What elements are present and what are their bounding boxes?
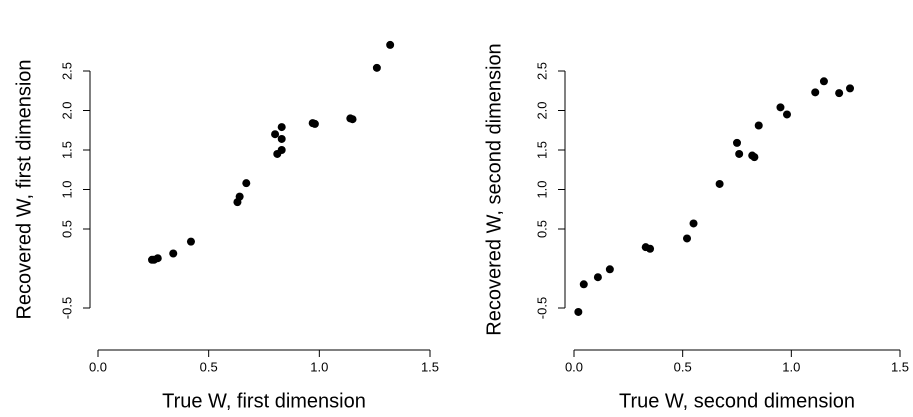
y-tick-label: 2.0 bbox=[534, 101, 549, 119]
point bbox=[579, 280, 588, 289]
y-tick-label: 1.5 bbox=[59, 141, 74, 159]
x-tick-label: 1.5 bbox=[421, 359, 439, 374]
point bbox=[782, 110, 791, 119]
point bbox=[750, 153, 759, 162]
x-tick-label: 1.5 bbox=[891, 359, 909, 374]
point bbox=[593, 273, 602, 282]
y-axis-label: Recovered W, second dimension bbox=[483, 43, 505, 335]
point bbox=[235, 192, 244, 201]
x-tick-label: 0.0 bbox=[565, 359, 583, 374]
x-tick-label: 1.0 bbox=[310, 359, 328, 374]
point bbox=[683, 234, 692, 243]
point bbox=[715, 179, 724, 188]
point bbox=[776, 103, 785, 112]
point bbox=[835, 89, 844, 98]
point bbox=[735, 149, 744, 158]
y-axis-label: Recovered W, first dimension bbox=[13, 59, 35, 319]
y-tick-label: 0.5 bbox=[59, 220, 74, 238]
y-tick-label: 1.0 bbox=[59, 180, 74, 198]
point bbox=[277, 134, 286, 143]
y-tick-label: 1.0 bbox=[534, 180, 549, 198]
point bbox=[733, 138, 741, 147]
y-tick-label: 1.5 bbox=[534, 141, 549, 159]
point bbox=[169, 249, 178, 258]
y-tick-label: 0.5 bbox=[534, 220, 549, 238]
point bbox=[186, 237, 195, 246]
point bbox=[574, 307, 583, 316]
point bbox=[846, 84, 855, 93]
point bbox=[689, 219, 698, 228]
point bbox=[277, 123, 286, 132]
x-tick-label: 0.5 bbox=[200, 359, 218, 374]
x-axis-label: True W, second dimension bbox=[619, 390, 855, 412]
point bbox=[754, 121, 763, 130]
x-axis-label: True W, first dimension bbox=[162, 390, 366, 412]
y-tick-label: 2.5 bbox=[534, 62, 549, 80]
point bbox=[819, 77, 828, 86]
point bbox=[811, 88, 820, 97]
point bbox=[605, 265, 614, 274]
point bbox=[386, 40, 395, 49]
point bbox=[310, 119, 319, 128]
y-tick-label: 2.5 bbox=[59, 62, 74, 80]
x-tick-label: 0.0 bbox=[89, 359, 107, 374]
point bbox=[271, 130, 280, 139]
point bbox=[277, 146, 286, 154]
x-tick-label: 0.5 bbox=[674, 359, 692, 374]
point bbox=[242, 179, 251, 188]
x-tick-label: 1.0 bbox=[782, 359, 800, 374]
point bbox=[372, 63, 381, 72]
y-tick-label: -0.5 bbox=[59, 297, 74, 319]
point bbox=[153, 254, 162, 263]
point bbox=[348, 115, 357, 124]
y-tick-label: -0.5 bbox=[534, 297, 549, 319]
point bbox=[646, 244, 655, 253]
y-tick-label: 2.0 bbox=[59, 101, 74, 119]
